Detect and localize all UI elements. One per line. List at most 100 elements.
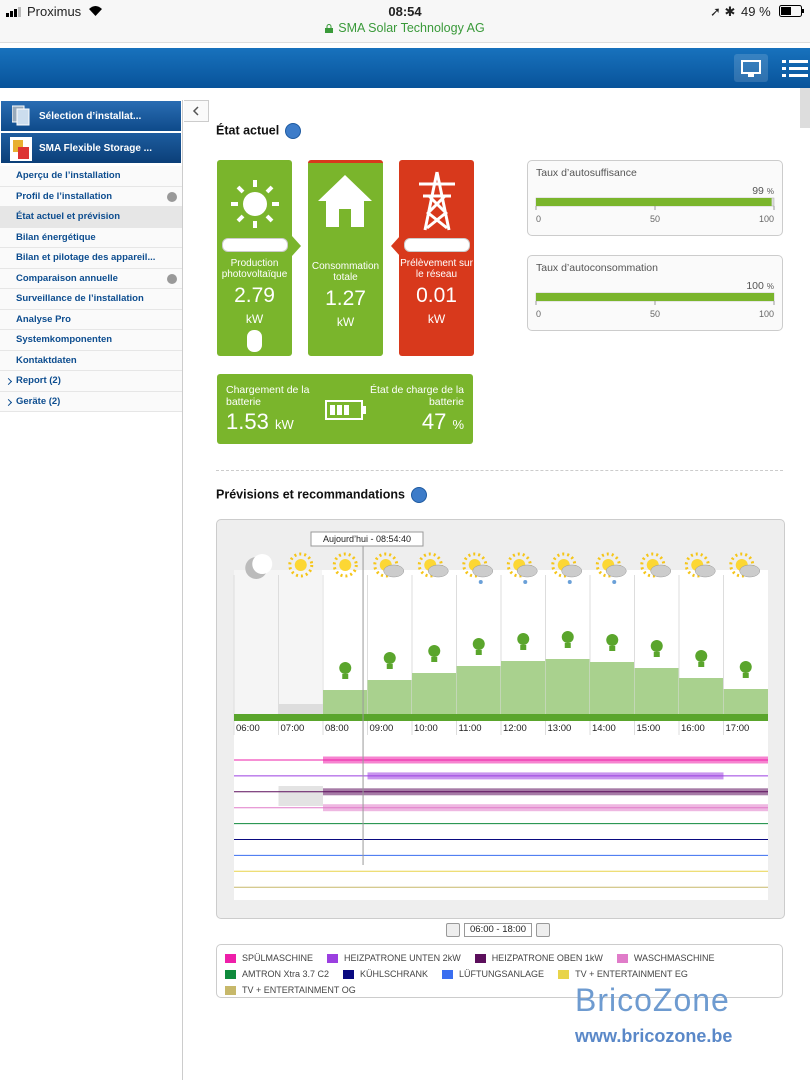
rain-drop [478,580,483,584]
site-text: SMA Solar Technology AG [338,21,485,35]
schedule-band [367,772,724,780]
plant-selector-icon [12,105,30,126]
legend-swatch [225,969,236,979]
bulb-base [431,657,438,662]
bulb [428,645,441,657]
collapse-button[interactable] [184,100,209,122]
bulb-base [342,674,349,679]
help-icon[interactable] [285,123,302,139]
hour-label: 06:00 [236,723,260,734]
range-label: 06:00 - 18:00 [464,923,532,937]
cloud [428,564,449,578]
nav-item[interactable]: Profil de l’installation [0,186,182,207]
sun-rays [729,552,755,578]
help-icon[interactable] [410,487,427,503]
sun-rays [332,552,358,578]
cloud [383,564,404,578]
wifi-icon [89,6,102,16]
nav-item[interactable]: Aperçu de l’installation [0,166,182,187]
tile-unit: kW [245,312,264,326]
nav-item[interactable]: État actuel et prévision [0,207,182,228]
nav-item[interactable]: Surveillance de l’installation [0,289,182,310]
legend-item[interactable]: TV + ENTERTAINMENT EG [558,966,688,982]
legend-label: LÜFTUNGSANLAGE [459,969,545,979]
monitor-button[interactable] [734,54,768,82]
app-header [0,48,810,88]
house-icon [318,175,372,227]
legend-label: SPÜLMASCHINE [242,953,314,963]
signal-icon [6,7,21,17]
legend-item[interactable]: HEIZPATRONE OBEN 1kW [474,950,603,966]
gauge-tick-label: 0 [536,214,541,224]
grid-tile[interactable]: Prélèvement sur le réseau 0.01 kW [399,160,474,356]
forecast-bar [501,661,546,714]
production-tile[interactable]: Production photovoltaïque 2.79 kW [217,160,292,356]
bulb-base [609,646,616,651]
forecast-panel: 06:00 07:00 08:00 09:00 10:00 11:00 12:00 13:00… [216,519,785,919]
tile-unit: kW [427,312,446,326]
legend-label: TV + ENTERTAINMENT OG [242,985,356,995]
forecast-title: Prévisions et recommandations [216,487,427,503]
sidebar: Sélection d’installat... SMA Flexible St… [0,100,183,1080]
plant-selector[interactable]: Sélection d’installat... [1,101,181,131]
legend-item[interactable]: WASCHMASCHINE [616,950,715,966]
sun-icon [231,180,279,228]
flow-bar [222,238,288,252]
legend-item[interactable]: LÜFTUNGSANLAGE [442,966,544,982]
prev-button[interactable] [446,923,460,937]
legend-item[interactable]: SPÜLMASCHINE [225,950,313,966]
gauge-unit: % [766,282,774,291]
bulb [517,633,530,645]
legend-item[interactable]: AMTRON Xtra 3.7 C2 [225,966,329,982]
hour-label: 17:00 [726,723,750,734]
plant-name-text: SMA Flexible Storage ... [39,142,152,154]
forecast-bar [590,662,635,714]
menu-button[interactable] [782,58,808,78]
now-label: Aujourd’hui - 08:54:40 [323,534,411,544]
bulb [739,661,752,673]
gauge-value: 99% [752,185,774,197]
bulb [339,662,352,674]
gauge-value: 100% [746,280,774,292]
battery-soc: 47 % [422,409,464,435]
carrier: Proximus [27,4,82,19]
nav-item[interactable]: Systemkomponenten [0,330,182,351]
battery-charge-label: Chargement de la batterie [226,384,310,408]
nav-list: Aperçu de l’installation Profil de l’inst… [0,166,182,412]
cloud [561,564,582,578]
legend-item[interactable]: TV + ENTERTAINMENT OG [225,982,356,998]
legend-item[interactable]: HEIZPATRONE UNTEN 2kW [327,950,461,966]
battery-icon [779,5,804,17]
cloud [739,564,760,578]
consumption-tile[interactable]: Consommation totale 1.27 kW [308,160,383,356]
rain-drop [567,580,572,584]
nav-item[interactable]: Comparaison annuelle [0,268,182,289]
nav-item[interactable]: Bilan énergétique [0,227,182,248]
battery-soc-unit: % [452,417,464,432]
nav-item[interactable]: Geräte (2) [0,391,182,412]
scrollbar [800,88,810,128]
nav-item[interactable]: Bilan et pilotage des appareil... [0,248,182,269]
lock-icon [325,24,334,33]
bulb [650,640,663,652]
gauge: 0 50 100 [535,292,775,319]
nav-item[interactable]: Kontaktdaten [0,350,182,371]
sun-rays [373,552,399,578]
nav-item[interactable]: Analyse Pro [0,309,182,330]
next-button[interactable] [536,923,550,937]
hour-label: 14:00 [592,723,616,734]
battery-tile[interactable]: Chargement de la batterie 1.53 kW État d… [217,374,473,444]
battery-icon [325,400,366,420]
gauge-unit: % [766,187,774,196]
forecast-chart: 06:00 07:00 08:00 09:00 10:00 11:00 12:00 13:00… [233,531,768,900]
nav-item[interactable]: Report (2) [0,371,182,392]
sun-rays [462,552,488,578]
tile-value: 1.27 [325,287,366,310]
battery-soc-label: État de charge de la batterie [370,384,464,408]
rain-drop [612,580,617,584]
flow-down [247,330,262,352]
hour-label: 08:00 [325,723,349,734]
forecast-bar [723,689,768,714]
legend-swatch [558,969,570,979]
legend-item[interactable]: KÜHLSCHRANK [343,966,428,982]
